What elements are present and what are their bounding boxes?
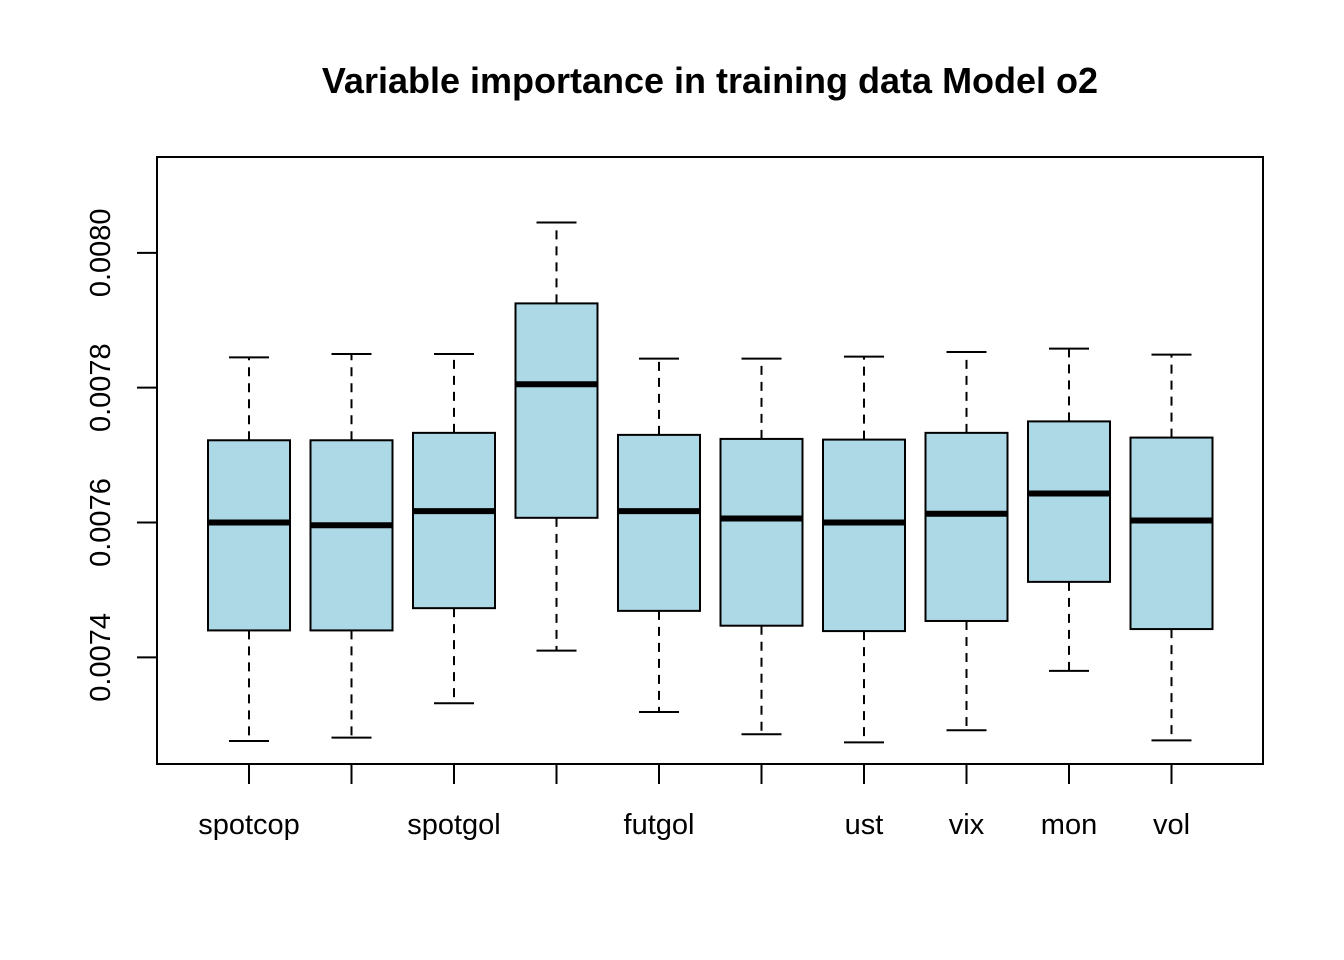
plot-frame [156, 156, 1264, 765]
iqr-box [514, 302, 599, 519]
iqr-box [1027, 420, 1111, 583]
y-tick-label: 0.0080 [85, 208, 117, 297]
box-9 [1027, 347, 1111, 672]
y-tick-label: 0.0074 [85, 613, 117, 702]
boxes-group [207, 221, 1214, 744]
x-tick-label: futgol [624, 809, 695, 841]
x-tick-label: vix [949, 809, 985, 841]
iqr-box [1129, 436, 1214, 631]
box-4 [514, 221, 599, 652]
x-tick-label: vol [1153, 809, 1190, 841]
x-tick-label: mon [1041, 809, 1097, 841]
x-tick-label: spotgol [407, 809, 501, 841]
box-6 [719, 357, 804, 736]
iqr-box [924, 431, 1009, 622]
iqr-box [822, 438, 906, 633]
chart-title: Variable importance in training data Mod… [322, 60, 1098, 101]
box-2 [309, 352, 394, 739]
x-tick-label: ust [845, 809, 884, 841]
iqr-box [309, 439, 394, 632]
x-tick-label: spotcop [198, 809, 300, 841]
iqr-box [207, 439, 291, 632]
iqr-box [719, 437, 804, 627]
y-axis: 0.0074 0.0076 0.0078 0.0080 [85, 208, 157, 702]
iqr-box [617, 433, 701, 612]
box-5 [617, 357, 701, 714]
y-tick-label: 0.0078 [85, 343, 117, 432]
box-7 [822, 355, 906, 744]
y-tick-label: 0.0076 [85, 478, 117, 567]
iqr-box [412, 431, 496, 610]
box-10 [1129, 353, 1214, 742]
box-1 [207, 356, 291, 742]
box-8 [924, 350, 1009, 732]
x-axis: spotcop spotgol futgol ust vix mon vol [198, 764, 1190, 841]
box-3 [412, 352, 496, 705]
